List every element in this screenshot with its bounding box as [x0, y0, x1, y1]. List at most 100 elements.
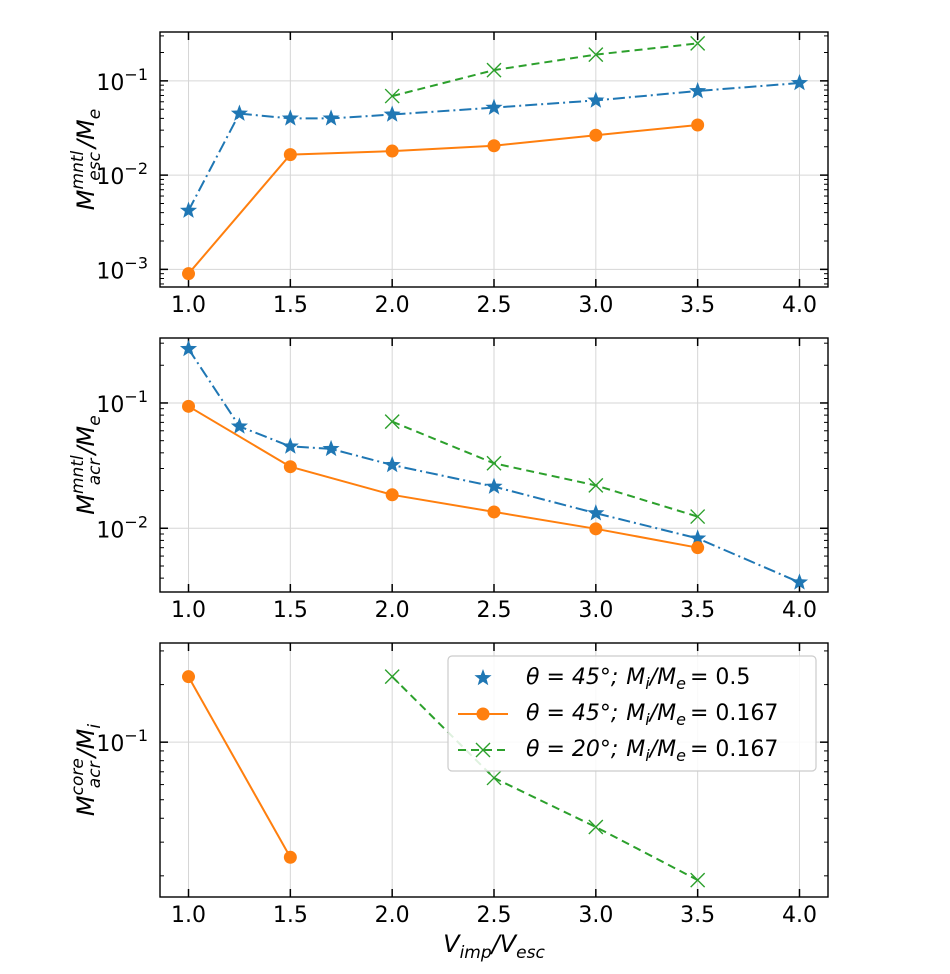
panel-mantle-escape: 1.0 1.5 2.0 2.5 3.0 3.5 4.0 10−3 10−2 10−1 Mmntles…: [68, 31, 829, 318]
data-point-star: [383, 455, 401, 473]
x-axis-title: Vimp/Vesc: [443, 930, 545, 963]
data-point-circle: [283, 148, 297, 162]
data-point-star: [322, 109, 340, 126]
legend-symbol-star: [474, 669, 492, 686]
x-tick-label: 3.0: [578, 293, 613, 318]
x-tick-label: 1.0: [171, 293, 206, 318]
data-point-star: [485, 98, 503, 115]
x-tick-label: 1.0: [171, 598, 206, 623]
series-line-cross: [391, 675, 699, 881]
x-tick-label: 4.0: [782, 598, 817, 623]
data-point-cross: [588, 819, 604, 835]
data-point-star: [230, 417, 248, 434]
x-tick-label: 2.0: [375, 293, 410, 318]
data-point-circle: [182, 670, 196, 684]
data-point-cross: [588, 47, 604, 63]
plot-frame: [159, 31, 829, 288]
data-point-star: [383, 105, 401, 122]
data-point-circle: [182, 267, 196, 281]
data-point-star: [689, 529, 707, 546]
data-point-star: [587, 504, 605, 521]
plot-frame: [159, 642, 829, 898]
data-point-cross: [384, 88, 400, 104]
legend-label-circle: θ = 45°; Mi/Me = 0.167: [526, 701, 778, 729]
x-tick-label: 2.0: [375, 903, 410, 928]
data-point-circle: [487, 139, 501, 153]
x-tick-label: 2.5: [477, 293, 512, 318]
legend-entry-circle: θ = 45°; Mi/Me = 0.167: [458, 701, 778, 729]
series-line-circle: [187, 124, 698, 275]
data-point-circle: [691, 541, 705, 555]
series-line-cross: [391, 420, 698, 518]
data-point-star: [790, 573, 809, 590]
data-point-star: [485, 477, 503, 494]
data-point-cross: [690, 35, 706, 51]
data-point-circle: [182, 399, 196, 413]
data-point-cross: [690, 509, 706, 525]
x-tick-label: 3.5: [680, 903, 715, 928]
legend-symbol-cross: [475, 742, 491, 758]
y-tick-label: 10−1: [96, 65, 148, 96]
series-line-circle: [187, 676, 292, 858]
series-line-cross: [391, 42, 698, 98]
legend-marker-cross: [458, 742, 508, 758]
x-tick-label: 4.0: [782, 293, 817, 318]
x-tick-label: 2.0: [375, 598, 410, 623]
data-point-star: [689, 82, 707, 99]
data-point-star: [230, 104, 248, 121]
data-point-circle: [385, 488, 399, 502]
data-point-star: [587, 91, 605, 108]
data-point-star: [790, 73, 809, 91]
x-tick-label: 2.5: [477, 903, 512, 928]
legend-entry-star: θ = 45°; Mi/Me = 0.5: [474, 665, 750, 693]
data-point-star: [322, 439, 340, 457]
y-axis-title: Mmntlesc/Me: [68, 109, 105, 210]
data-point-cross: [384, 669, 400, 685]
legend-frame: [447, 655, 817, 772]
plot-frame: [159, 337, 829, 593]
data-point-star: [179, 201, 198, 218]
data-point-star: [179, 339, 198, 357]
x-tick-label: 1.0: [171, 903, 206, 928]
data-point-circle: [589, 522, 603, 536]
x-tick-label: 3.5: [680, 598, 715, 623]
x-tick-label: 2.5: [477, 598, 512, 623]
data-point-cross: [690, 872, 706, 888]
data-point-star: [281, 109, 299, 126]
data-point-circle: [487, 505, 501, 519]
x-tick-label: 1.5: [273, 903, 308, 928]
legend-label-cross: θ = 20°; Mi/Me = 0.167: [526, 737, 778, 765]
y-axis-title: Mcoreacr/Mi: [68, 724, 105, 816]
x-tick-label: 3.0: [578, 903, 613, 928]
series-line-circle: [187, 405, 698, 549]
x-tick-label: 1.5: [273, 293, 308, 318]
y-tick-label: 10−1: [96, 726, 148, 757]
legend-marker-star: [474, 669, 492, 686]
data-point-cross: [384, 414, 400, 430]
y-tick-label: 10−1: [96, 387, 148, 418]
data-point-circle: [589, 128, 603, 142]
x-tick-label: 4.0: [782, 903, 817, 928]
legend-marker-circle: [458, 707, 508, 721]
data-point-circle: [691, 118, 705, 132]
data-point-cross: [588, 477, 604, 493]
series-line-star: [187, 82, 800, 212]
data-point-cross: [486, 455, 502, 471]
data-point-cross: [486, 770, 502, 786]
legend-entry-cross: θ = 20°; Mi/Me = 0.167: [458, 737, 778, 765]
x-tick-label: 1.5: [273, 598, 308, 623]
legend: θ = 45°; Mi/Me = 0.5 θ = 45°; Mi/Me = 0.167 …: [447, 655, 817, 772]
y-tick-label: 10−2: [96, 159, 148, 190]
legend-label-star: θ = 45°; Mi/Me = 0.5: [526, 665, 750, 693]
x-tick-label: 3.5: [680, 293, 715, 318]
y-tick-label: 10−2: [96, 512, 148, 543]
legend-symbol-circle: [476, 707, 490, 721]
x-tick-label: 3.0: [578, 598, 613, 623]
data-point-cross: [486, 62, 502, 78]
data-point-circle: [283, 850, 297, 864]
data-point-star: [281, 437, 299, 454]
y-tick-label: 10−3: [96, 253, 148, 284]
y-axis-title: Mmntlacr/Me: [68, 415, 105, 514]
